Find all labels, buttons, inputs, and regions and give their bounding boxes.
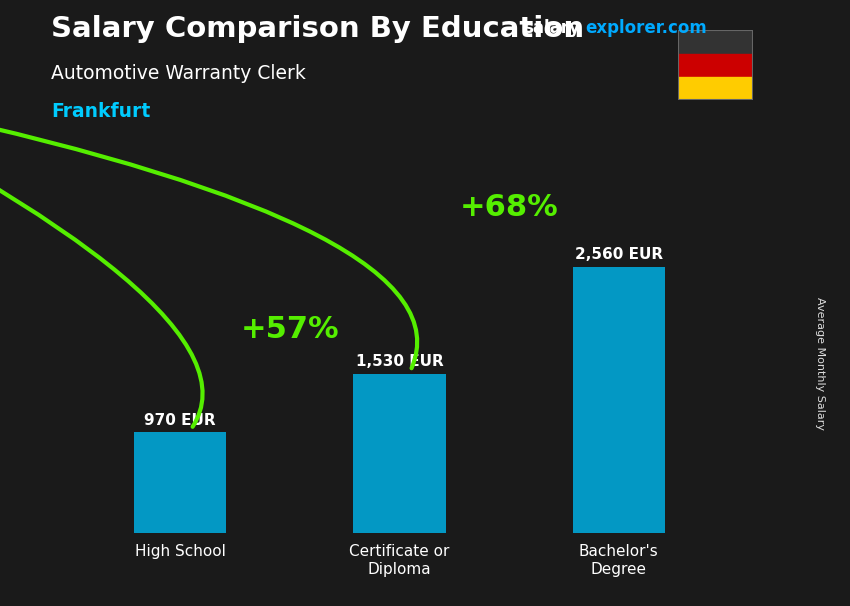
Bar bbox=[678, 77, 753, 100]
Text: +68%: +68% bbox=[460, 193, 558, 222]
Bar bbox=[678, 53, 753, 77]
Text: +57%: +57% bbox=[241, 315, 339, 344]
Text: explorer.com: explorer.com bbox=[585, 19, 706, 38]
Bar bbox=[573, 267, 665, 533]
Text: 2,560 EUR: 2,560 EUR bbox=[575, 247, 663, 262]
Bar bbox=[134, 432, 226, 533]
Text: Average Monthly Salary: Average Monthly Salary bbox=[815, 297, 825, 430]
Text: Automotive Warranty Clerk: Automotive Warranty Clerk bbox=[51, 64, 306, 82]
Text: 1,530 EUR: 1,530 EUR bbox=[355, 355, 444, 369]
Text: Frankfurt: Frankfurt bbox=[51, 102, 150, 121]
Bar bbox=[678, 30, 753, 53]
Text: salary: salary bbox=[523, 19, 580, 38]
Text: 970 EUR: 970 EUR bbox=[144, 413, 216, 428]
Bar bbox=[354, 374, 445, 533]
Text: Salary Comparison By Education: Salary Comparison By Education bbox=[51, 15, 584, 43]
